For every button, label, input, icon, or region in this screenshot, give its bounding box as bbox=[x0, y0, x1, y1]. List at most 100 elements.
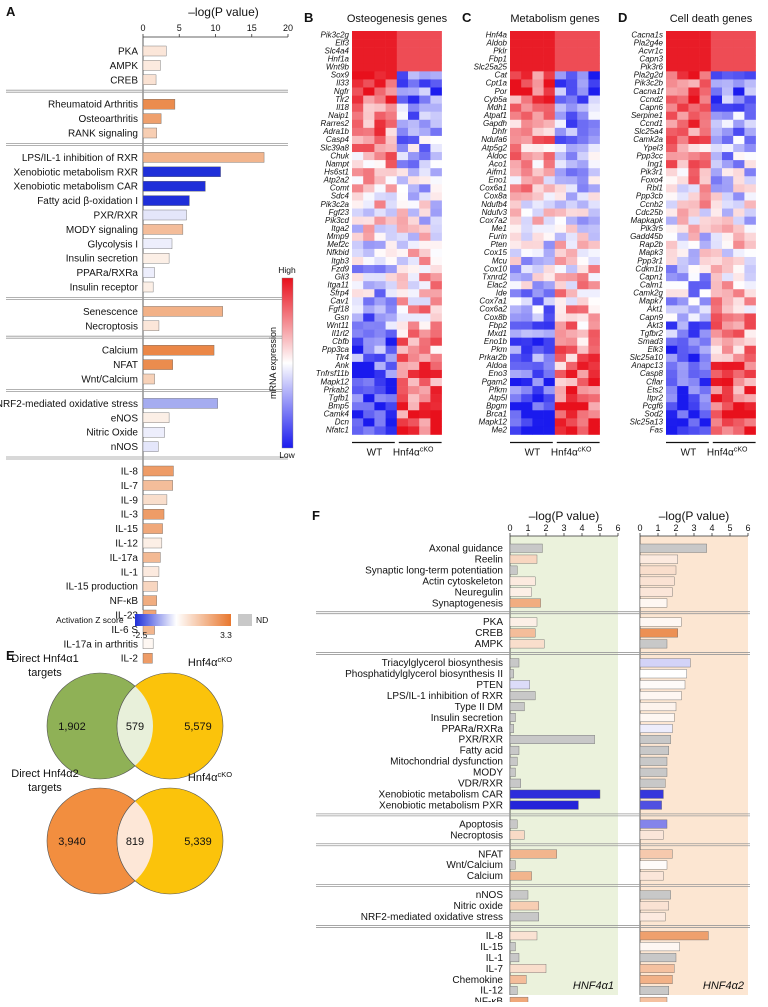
heatmap-cell bbox=[710, 63, 723, 72]
heatmap-cell bbox=[577, 216, 589, 225]
panel-f-row-label: Xenobiotic metabolism CAR bbox=[379, 789, 504, 800]
heatmap-cell bbox=[532, 265, 544, 274]
heatmap-cell bbox=[710, 232, 723, 242]
panel-a-bar bbox=[142, 537, 163, 549]
heatmap-cell bbox=[554, 345, 567, 355]
heatmap-gene-label: Ccnd2 bbox=[640, 95, 664, 104]
heatmap-cell bbox=[363, 119, 375, 129]
heatmap-cell bbox=[408, 232, 420, 242]
heatmap-gene-label: Nfatc1 bbox=[326, 426, 349, 435]
heatmap-cell bbox=[733, 224, 745, 234]
heatmap-cell bbox=[419, 289, 431, 298]
heatmap-cell bbox=[521, 111, 533, 121]
heatmap-cell bbox=[554, 39, 567, 48]
heatmap-cell bbox=[419, 369, 431, 379]
panel-a-bar bbox=[142, 180, 206, 192]
heatmap-cell bbox=[532, 305, 544, 314]
heatmap-gene-label: Adra1b bbox=[322, 127, 349, 136]
heatmap-cell bbox=[722, 232, 734, 242]
heatmap-cell bbox=[385, 63, 398, 72]
heatmap-cell bbox=[396, 256, 409, 266]
heatmap-cell bbox=[430, 337, 442, 347]
panel-a-row-label: Calcium bbox=[102, 346, 138, 357]
heatmap-cell bbox=[588, 240, 600, 250]
heatmap-gene-label: Il18 bbox=[336, 103, 349, 112]
heatmap-cell bbox=[722, 87, 734, 96]
heatmap-cell bbox=[374, 119, 386, 129]
heatmap-cell bbox=[419, 119, 431, 129]
heatmap-cell bbox=[408, 305, 420, 314]
heatmap-gene-label: Cox8b bbox=[484, 313, 508, 322]
heatmap-cell bbox=[396, 216, 409, 225]
heatmap-cell bbox=[543, 103, 556, 112]
heatmap-cell bbox=[744, 111, 756, 121]
heatmap-gene-label: Fgf23 bbox=[329, 208, 350, 217]
heatmap-cell bbox=[419, 208, 431, 217]
heatmap-cell bbox=[419, 321, 431, 330]
panel-a-bar bbox=[142, 638, 154, 649]
heatmap-cell bbox=[688, 232, 700, 242]
heatmap-cell bbox=[363, 184, 375, 193]
heatmap-cell bbox=[396, 111, 409, 121]
heatmap-cell bbox=[710, 176, 723, 185]
heatmap-cell bbox=[363, 426, 375, 435]
heatmap-gene-label: Eno3 bbox=[488, 369, 507, 378]
panel-f-column-label: HNF4α1 bbox=[573, 980, 614, 992]
heatmap-cell bbox=[554, 47, 567, 56]
heatmap-cell bbox=[688, 273, 700, 282]
heatmap-cell bbox=[722, 39, 734, 48]
heatmap-gene-label: Slc25a25 bbox=[474, 63, 508, 72]
heatmap-cell bbox=[543, 305, 556, 314]
heatmap-cell bbox=[396, 289, 409, 298]
heatmap-cell bbox=[419, 200, 431, 209]
heatmap-cell bbox=[677, 160, 689, 169]
heatmap-cell bbox=[733, 248, 745, 258]
heatmap-cell bbox=[677, 321, 689, 330]
heatmap-cell bbox=[744, 426, 756, 435]
heatmap-cell bbox=[577, 313, 589, 322]
heatmap-cell bbox=[374, 39, 386, 48]
heatmap-cell bbox=[722, 71, 734, 80]
heatmap-cell bbox=[363, 168, 375, 177]
heatmap-cell bbox=[374, 95, 386, 104]
heatmap-cell bbox=[543, 240, 556, 250]
heatmap-cell bbox=[577, 378, 589, 387]
heatmap-cell bbox=[532, 345, 544, 355]
heatmap-cell bbox=[710, 119, 723, 129]
heatmap-cell bbox=[588, 265, 600, 274]
heatmap-cell bbox=[666, 63, 678, 72]
heatmap-cell bbox=[666, 192, 678, 201]
heatmap-cell bbox=[352, 361, 364, 371]
panel-f-row-label: Wnt/Calcium bbox=[446, 860, 503, 871]
heatmap-cell bbox=[396, 168, 409, 177]
heatmap-cell bbox=[554, 79, 567, 88]
heatmap-gene-label: Chuk bbox=[330, 151, 350, 160]
heatmap-cell bbox=[677, 103, 689, 112]
heatmap-cell bbox=[733, 426, 745, 435]
heatmap-cell bbox=[566, 345, 578, 355]
heatmap-cell bbox=[396, 39, 409, 48]
heatmap-cell bbox=[688, 119, 700, 129]
heatmap-cell bbox=[554, 63, 567, 72]
panel-f-row-label: nNOS bbox=[476, 890, 504, 901]
heatmap-cell bbox=[744, 216, 756, 225]
heatmap-cell bbox=[554, 119, 567, 129]
heatmap-cell bbox=[430, 95, 442, 104]
heatmap-cell bbox=[566, 135, 578, 145]
heatmap-gene-label: Pcgf6 bbox=[643, 402, 664, 411]
panel-f-bar-hnf4a2 bbox=[639, 860, 668, 870]
heatmap-cell bbox=[744, 402, 756, 411]
heatmap-cell bbox=[710, 402, 723, 411]
heatmap-cell bbox=[666, 265, 678, 274]
heatmap-gene-label: Ppp3ca bbox=[322, 345, 350, 354]
heatmap-cell bbox=[577, 248, 589, 258]
heatmap-gene-label: Fbp2 bbox=[489, 321, 508, 330]
heatmap-cell bbox=[577, 329, 589, 338]
heatmap-cell bbox=[419, 426, 431, 435]
heatmap-cell bbox=[532, 216, 544, 225]
panel-f-bar-hnf4a2 bbox=[639, 996, 668, 1006]
heatmap-cell bbox=[510, 345, 522, 355]
heatmap-cell bbox=[699, 208, 712, 217]
heatmap-cell bbox=[710, 200, 723, 209]
